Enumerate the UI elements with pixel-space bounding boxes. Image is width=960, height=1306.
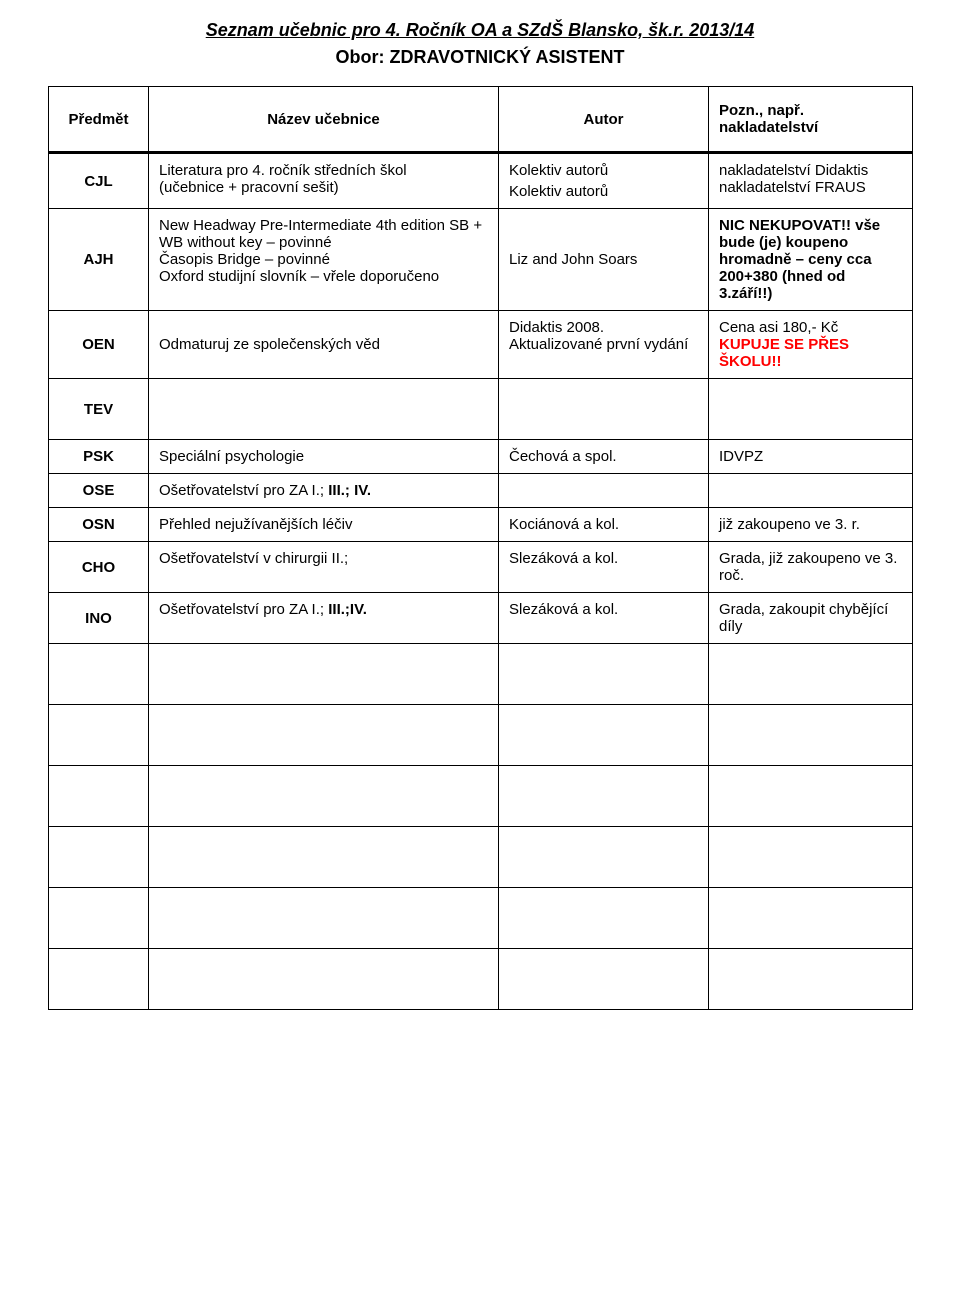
document-page: Seznam učebnic pro 4. Ročník OA a SZdŠ B…	[0, 0, 960, 1050]
text-line: Kolektiv autorů	[509, 162, 698, 179]
name-cell	[149, 379, 499, 440]
text-line: Oxford studijní slovník – vřele doporuče…	[159, 268, 488, 285]
table-header-row: Předmět Název učebnice Autor Pozn., např…	[49, 87, 913, 153]
table-row: CJL Literatura pro 4. ročník středních š…	[49, 153, 913, 209]
text-line: Ošetřovatelství pro ZA I.;	[159, 601, 328, 618]
author-cell: Slezáková a kol.	[499, 542, 709, 593]
text-bold: III.; IV.	[328, 482, 371, 499]
note-cell: Grada, zakoupit chybějící díly	[709, 593, 913, 644]
note-cell: již zakoupeno ve 3. r.	[709, 508, 913, 542]
table-row-blank	[49, 888, 913, 949]
note-cell: NIC NEKUPOVAT!! vše bude (je) koupeno hr…	[709, 209, 913, 311]
text-line: Aktualizované první vydání	[509, 336, 698, 353]
text-line: Liz and John Soars	[509, 251, 637, 268]
author-cell: Kolektiv autorů Kolektiv autorů	[499, 153, 709, 209]
text-line: Ošetřovatelství pro ZA I.;	[159, 482, 328, 499]
note-cell	[709, 474, 913, 508]
text-line: Cena asi 180,- Kč	[719, 319, 838, 336]
name-cell: Literatura pro 4. ročník středních škol …	[149, 153, 499, 209]
header-subject: Předmět	[49, 87, 149, 153]
header-note: Pozn., např. nakladatelství	[709, 87, 913, 153]
subject-cell: AJH	[49, 209, 149, 311]
name-cell: Přehled nejužívanějších léčiv	[149, 508, 499, 542]
name-cell: New Headway Pre-Intermediate 4th edition…	[149, 209, 499, 311]
subject-cell: OEN	[49, 311, 149, 379]
table-row: INO Ošetřovatelství pro ZA I.; III.;IV. …	[49, 593, 913, 644]
table-row-blank	[49, 705, 913, 766]
name-cell: Ošetřovatelství pro ZA I.; III.; IV.	[149, 474, 499, 508]
page-subtitle: Obor: ZDRAVOTNICKÝ ASISTENT	[48, 47, 912, 68]
text-line: Časopis Bridge – povinné	[159, 251, 488, 268]
note-cell: Grada, již zakoupeno ve 3. roč.	[709, 542, 913, 593]
author-cell	[499, 379, 709, 440]
name-cell: Odmaturuj ze společenských věd	[149, 311, 499, 379]
subject-cell: PSK	[49, 440, 149, 474]
name-cell: Ošetřovatelství pro ZA I.; III.;IV.	[149, 593, 499, 644]
table-row: TEV	[49, 379, 913, 440]
text-line: (učebnice + pracovní sešit)	[159, 179, 339, 196]
page-title: Seznam učebnic pro 4. Ročník OA a SZdŠ B…	[48, 20, 912, 41]
table-row-blank	[49, 949, 913, 1010]
header-author: Autor	[499, 87, 709, 153]
table-row: OSE Ošetřovatelství pro ZA I.; III.; IV.	[49, 474, 913, 508]
subject-cell: INO	[49, 593, 149, 644]
table-row-blank	[49, 644, 913, 705]
note-cell	[709, 379, 913, 440]
text-line: New Headway Pre-Intermediate 4th edition…	[159, 217, 488, 251]
text-bold: NIC NEKUPOVAT!! vše bude (je) koupeno hr…	[719, 217, 880, 302]
author-cell: Didaktis 2008. Aktualizované první vydán…	[499, 311, 709, 379]
table-row: PSK Speciální psychologie Čechová a spol…	[49, 440, 913, 474]
text-line: Literatura pro 4. ročník středních škol	[159, 162, 407, 179]
textbook-table: Předmět Název učebnice Autor Pozn., např…	[48, 86, 913, 1010]
text-bold: III.;IV.	[328, 601, 367, 618]
subject-cell: CJL	[49, 153, 149, 209]
name-cell: Ošetřovatelství v chirurgii II.;	[149, 542, 499, 593]
text-line: Didaktis 2008.	[509, 319, 698, 336]
table-row-blank	[49, 766, 913, 827]
text-line: nakladatelství Didaktis	[719, 162, 902, 179]
subject-cell: TEV	[49, 379, 149, 440]
author-cell: Liz and John Soars	[499, 209, 709, 311]
note-cell: nakladatelství Didaktis nakladatelství F…	[709, 153, 913, 209]
subject-cell: OSE	[49, 474, 149, 508]
author-cell: Slezáková a kol.	[499, 593, 709, 644]
name-cell: Speciální psychologie	[149, 440, 499, 474]
table-row: AJH New Headway Pre-Intermediate 4th edi…	[49, 209, 913, 311]
note-cell: IDVPZ	[709, 440, 913, 474]
author-cell: Kociánová a kol.	[499, 508, 709, 542]
table-row: CHO Ošetřovatelství v chirurgii II.; Sle…	[49, 542, 913, 593]
author-cell: Čechová a spol.	[499, 440, 709, 474]
table-row: OEN Odmaturuj ze společenských věd Didak…	[49, 311, 913, 379]
text-red-bold: KUPUJE SE PŘES ŠKOLU!!	[719, 336, 849, 370]
subject-cell: OSN	[49, 508, 149, 542]
author-cell	[499, 474, 709, 508]
subject-cell: CHO	[49, 542, 149, 593]
text-line: nakladatelství FRAUS	[719, 179, 902, 196]
header-name: Název učebnice	[149, 87, 499, 153]
text-line: Kolektiv autorů	[509, 183, 698, 200]
table-row: OSN Přehled nejužívanějších léčiv Kocián…	[49, 508, 913, 542]
note-cell: Cena asi 180,- Kč KUPUJE SE PŘES ŠKOLU!!	[709, 311, 913, 379]
table-row-blank	[49, 827, 913, 888]
